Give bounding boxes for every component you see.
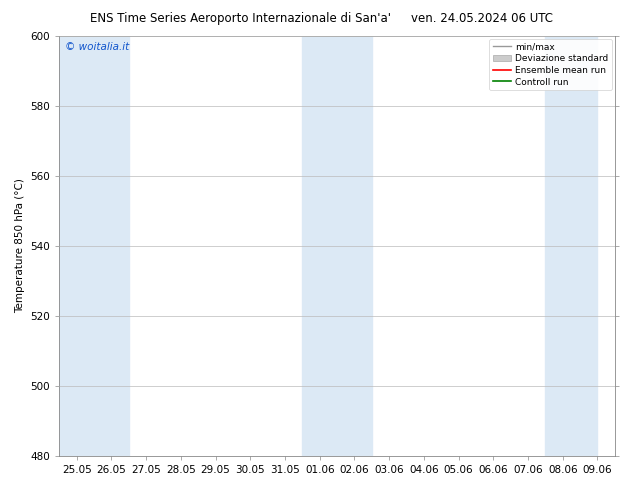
Bar xyxy=(545,36,597,456)
Text: ven. 24.05.2024 06 UTC: ven. 24.05.2024 06 UTC xyxy=(411,12,553,25)
Text: ENS Time Series Aeroporto Internazionale di San'a': ENS Time Series Aeroporto Internazionale… xyxy=(91,12,391,25)
Bar xyxy=(60,36,129,456)
Y-axis label: Temperature 850 hPa (°C): Temperature 850 hPa (°C) xyxy=(15,179,25,314)
Text: © woitalia.it: © woitalia.it xyxy=(65,43,129,52)
Legend: min/max, Deviazione standard, Ensemble mean run, Controll run: min/max, Deviazione standard, Ensemble m… xyxy=(489,39,612,90)
Bar xyxy=(302,36,372,456)
